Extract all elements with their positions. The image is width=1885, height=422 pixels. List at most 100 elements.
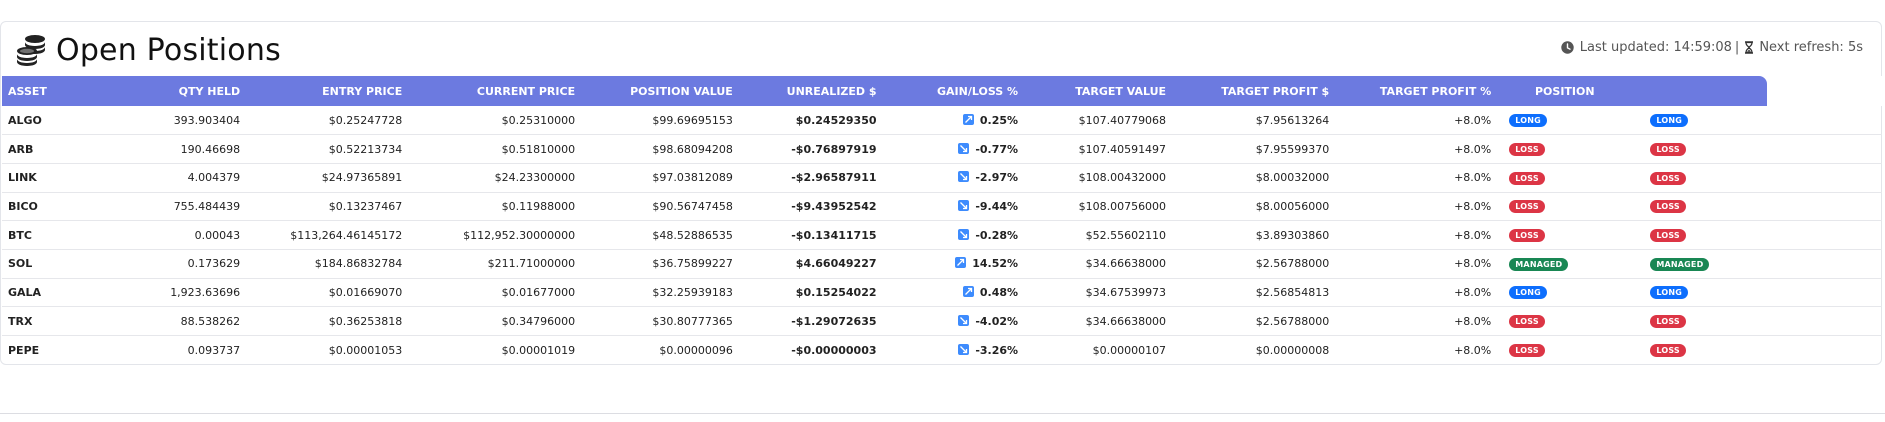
entry-price-cell: $0.01669070 — [246, 278, 409, 308]
gain-loss-cell: 0.48% — [882, 278, 1025, 308]
target-profit-cell: $3.89303860 — [1172, 220, 1336, 250]
target-value-cell: $108.00756000 — [1024, 192, 1173, 222]
card-header: Open Positions Last updated: 14:59:08 | … — [1, 22, 1881, 77]
target-profit-cell: $2.56788000 — [1172, 249, 1336, 279]
column-header-target-profit[interactable]: TARGET PROFIT $ — [1172, 76, 1336, 106]
open-positions-card: Open Positions Last updated: 14:59:08 | … — [0, 21, 1882, 365]
position-value-cell: $90.56747458 — [581, 192, 739, 222]
title-group: Open Positions — [16, 30, 281, 70]
column-header-entry-price[interactable]: ENTRY PRICE — [246, 76, 409, 106]
gain-loss-cell: -9.44% — [882, 192, 1025, 222]
position-value-cell: $36.75899227 — [581, 249, 739, 279]
trend-down-icon — [958, 343, 970, 355]
blank-cell — [1767, 278, 1882, 308]
unrealized-cell: $0.24529350 — [738, 106, 883, 136]
current-price-cell: $0.51810000 — [408, 134, 582, 164]
column-header-unrealized[interactable]: UNREALIZED $ — [738, 76, 883, 106]
target-profit-cell: $7.95599370 — [1172, 134, 1336, 164]
target-value-cell: $0.00000107 — [1092, 343, 1167, 357]
column-header-extra — [1632, 76, 1768, 106]
target-profit-cell: $8.00032000 — [1172, 163, 1336, 193]
status-badge: LOSS — [1650, 200, 1686, 214]
column-header-current-price[interactable]: CURRENT PRICE — [408, 76, 582, 106]
column-header-qty-held[interactable]: QTY HELD — [123, 76, 247, 106]
position-badge: LOSS — [1509, 315, 1545, 329]
asset-cell: PEPE — [8, 343, 40, 357]
qty-held-cell: 0.093737 — [187, 343, 241, 357]
clock-icon — [1561, 41, 1574, 54]
current-price-cell: $0.11988000 — [408, 192, 582, 222]
unrealized-cell: -$0.13411715 — [738, 220, 883, 250]
gain-loss-cell: -0.28% — [882, 220, 1025, 250]
bottom-divider — [0, 413, 1885, 414]
blank-cell — [1767, 134, 1882, 164]
asset-cell: GALA — [2, 278, 123, 308]
position-badge: LOSS — [1509, 171, 1545, 185]
table-row[interactable]: ALGO 393.903404 $0.25247728 $0.25310000 $99.… — [2, 106, 1882, 136]
blank-cell — [1767, 220, 1882, 250]
position-value-cell: $97.03812089 — [581, 163, 739, 193]
table-row[interactable]: LINK 4.004379 $24.97365891 $24.23300000 $97.… — [2, 163, 1882, 193]
entry-price-cell: $0.25247728 — [246, 106, 409, 136]
status-badge: LONG — [1650, 286, 1688, 300]
status-badge: MANAGED — [1650, 257, 1710, 271]
position-extra-cell: LOSS — [1632, 220, 1768, 250]
entry-price-cell: $24.97365891 — [246, 163, 409, 193]
unrealized-cell: -$1.29072635 — [738, 306, 883, 336]
position-badge: LONG — [1509, 286, 1547, 300]
page-title: Open Positions — [56, 32, 281, 68]
column-header-gain-loss[interactable]: GAIN/LOSS % — [882, 76, 1025, 106]
entry-price-cell: $0.00001053 — [328, 343, 403, 357]
table-row[interactable]: PEPE 0.093737 $0.00001053 $0.00001019 $0.000… — [2, 336, 1882, 365]
position-cell: LOSS — [1497, 163, 1633, 193]
current-price-cell: $0.01677000 — [408, 278, 582, 308]
gain-loss-cell: -2.97% — [882, 163, 1025, 193]
table-row[interactable]: BICO 755.484439 $0.13237467 $0.11988000 $90.… — [2, 192, 1882, 222]
column-header-position[interactable]: POSITION — [1497, 76, 1633, 106]
target-profit-pct-cell: +8.0% — [1335, 134, 1498, 164]
trend-down-icon — [958, 199, 970, 211]
table-row[interactable]: SOL 0.173629 $184.86832784 $211.71000000 $36… — [2, 249, 1882, 279]
blank-cell — [1767, 336, 1882, 365]
table-row[interactable]: TRX 88.538262 $0.36253818 $0.34796000 $30.80… — [2, 306, 1882, 336]
gain-loss-cell: -0.77% — [882, 134, 1025, 164]
position-cell: LONG — [1497, 278, 1633, 308]
target-profit-pct-cell: +8.0% — [1335, 249, 1498, 279]
position-cell: LONG — [1497, 106, 1633, 136]
positions-body: ALGO 393.903404 $0.25247728 $0.25310000 $99.… — [2, 106, 1882, 364]
blank-cell — [1767, 106, 1882, 136]
table-row[interactable]: ARB 190.46698 $0.52213734 $0.51810000 $98.68… — [2, 134, 1882, 164]
gain-loss-value: -2.97% — [975, 171, 1019, 185]
unrealized-cell: -$0.76897919 — [738, 134, 883, 164]
position-badge: MANAGED — [1509, 257, 1569, 271]
unrealized-cell: $0.15254022 — [738, 278, 883, 308]
column-header-target-profit-pct[interactable]: TARGET PROFIT % — [1335, 76, 1498, 106]
status-badge: LOSS — [1650, 315, 1686, 329]
position-extra-cell: LOSS — [1632, 306, 1768, 336]
position-extra-cell: LONG — [1632, 106, 1768, 136]
target-value-cell: $108.00432000 — [1024, 163, 1173, 193]
table-row[interactable]: BTC 0.00043 $113,264.46145172 $112,952.3000… — [2, 220, 1882, 250]
asset-cell: ALGO — [2, 106, 123, 136]
unrealized-cell: -$9.43952542 — [738, 192, 883, 222]
gain-loss-cell: 14.52% — [882, 249, 1025, 279]
position-value-cell: $0.00000096 — [659, 343, 733, 357]
target-profit-pct-cell: +8.0% — [1335, 306, 1498, 336]
target-profit-cell: $2.56788000 — [1172, 306, 1336, 336]
target-value-cell: $107.40591497 — [1024, 134, 1173, 164]
table-row[interactable]: GALA 1,923.63696 $0.01669070 $0.01677000 $32… — [2, 278, 1882, 308]
target-profit-pct-cell: +8.0% — [1335, 163, 1498, 193]
gain-loss-value: -0.28% — [975, 228, 1019, 242]
target-profit-pct-cell: +8.0% — [1335, 220, 1498, 250]
last-updated-text: Last updated: 14:59:08 — [1579, 40, 1732, 55]
column-header-position-value[interactable]: POSITION VALUE — [581, 76, 739, 106]
column-header-target-value[interactable]: TARGET VALUE — [1024, 76, 1173, 106]
coins-icon — [17, 35, 45, 66]
asset-cell: ARB — [2, 134, 123, 164]
position-cell: LOSS — [1497, 192, 1633, 222]
positions-table: ASSET QTY HELD ENTRY PRICE CURRENT PRICE… — [2, 76, 1882, 364]
target-profit-pct-cell: +8.0% — [1335, 278, 1498, 308]
gain-loss-cell: 0.25% — [882, 106, 1025, 136]
position-cell: LOSS — [1497, 336, 1632, 365]
column-header-asset[interactable]: ASSET — [2, 76, 123, 106]
